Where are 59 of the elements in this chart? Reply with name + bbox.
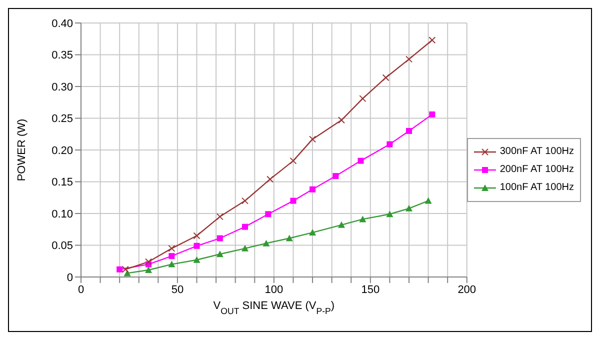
point — [168, 244, 176, 252]
point — [338, 116, 345, 124]
point — [168, 253, 175, 260]
point — [242, 224, 248, 230]
point — [429, 111, 436, 118]
x-tick-label: 150 — [361, 284, 380, 296]
point — [405, 204, 412, 212]
point — [386, 210, 394, 218]
point — [405, 56, 412, 63]
point — [262, 240, 270, 246]
legend-label: 100nF AT 100Hz — [500, 181, 574, 195]
y-tick-label: 0.30 — [52, 81, 73, 94]
x-axis-title: V$_{OUT}$ SINE WAVE (V$_{P-P}$) — [213, 300, 335, 316]
point — [358, 158, 364, 164]
y-tick-label: 0.40 — [52, 18, 73, 30]
point — [332, 173, 339, 180]
point — [241, 197, 248, 204]
point — [145, 258, 152, 266]
x-tick-label: 100 — [264, 284, 284, 296]
point — [290, 198, 296, 204]
legend-label: 200nF AT 100Hz — [500, 163, 574, 177]
point — [386, 141, 393, 148]
x-tick-label: 200 — [458, 284, 476, 296]
point — [193, 232, 200, 240]
point — [265, 211, 272, 218]
y-tick-label: 0.25 — [52, 113, 73, 126]
y-tick-label: 0.10 — [52, 208, 73, 220]
point — [310, 186, 316, 192]
point — [290, 157, 297, 164]
y-tick-label: 0.20 — [52, 144, 73, 157]
legend-label: 300nF AT 100Hz — [500, 145, 574, 159]
point — [168, 260, 176, 268]
point — [406, 128, 412, 134]
y-tick-label: 0.35 — [52, 50, 73, 62]
point — [382, 74, 390, 82]
x-tick-label: 50 — [171, 284, 184, 296]
point — [216, 250, 224, 258]
y-tick-label: 0.15 — [52, 176, 73, 189]
x-tick-label: 0 — [78, 284, 84, 296]
point — [286, 234, 293, 242]
point — [338, 221, 345, 228]
point — [309, 229, 316, 236]
point — [116, 266, 123, 272]
y-tick-label: 0 — [66, 272, 73, 284]
point — [309, 136, 316, 143]
point — [241, 244, 248, 252]
point — [216, 235, 223, 242]
point — [122, 266, 129, 273]
point — [216, 213, 224, 220]
point — [145, 266, 152, 274]
point — [193, 256, 200, 263]
point — [428, 36, 436, 44]
point — [194, 242, 200, 249]
point — [359, 216, 366, 222]
y-tick-label: 0.05 — [52, 240, 73, 252]
point — [424, 197, 432, 204]
point — [266, 176, 274, 183]
point — [359, 95, 366, 102]
y-axis-title: POWER (W) — [16, 118, 28, 182]
